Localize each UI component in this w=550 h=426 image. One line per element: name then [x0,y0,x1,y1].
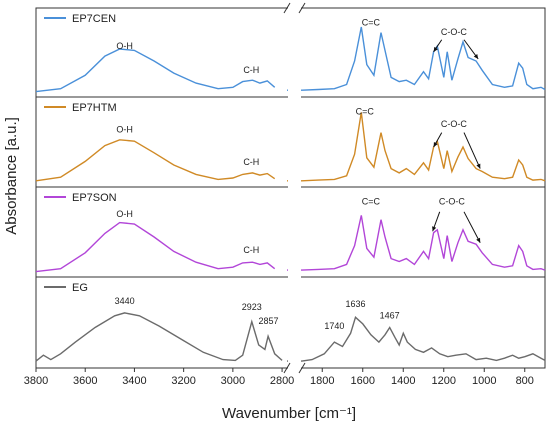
arrow-head [433,142,438,147]
legend-label: EP7SON [72,192,117,204]
peak-label: 2857 [259,316,279,326]
peak-label: C=C [362,18,381,28]
peak-label: C-H [243,65,259,75]
legend-label: EP7HTM [72,102,117,114]
series-line-ep7cen-seg1 [35,48,276,93]
x-tick-label: 2800 [270,375,294,387]
x-tick-label: 3000 [221,375,245,387]
peak-label: 2923 [242,302,262,312]
peak-label: C-H [243,245,259,255]
series-line-eg-seg1 [35,312,283,362]
panel-ep7son: EP7SON O-H C-H C=C C-O-C [35,186,546,278]
arrow-head [476,163,481,169]
x-axis-title: Wavenumber [cm⁻¹] [222,405,356,422]
annotation-arrow [463,132,481,169]
x-tick-label: 1400 [391,375,415,387]
annotation-arrow [463,211,481,243]
x-tick-label: 1600 [351,375,375,387]
series-line-ep7son-seg1 [35,221,276,273]
x-tick-label: 1200 [432,375,456,387]
axis-break-mark [283,2,291,14]
series-line-eg-seg2 [287,316,546,362]
series-line-ep7son-seg2 [287,215,546,271]
series-line-ep7cen-seg2 [287,26,546,91]
series-line-ep7htm-seg1 [35,139,276,182]
axis-break-mark [298,362,306,374]
legend-label: EP7CEN [72,13,116,25]
axis-break-mark [298,2,306,14]
peak-label: 3440 [115,296,135,306]
y-axis-title: Absorbance [a.u.] [3,117,20,235]
peak-label: O-H [116,41,133,51]
arrow-head [473,54,479,59]
x-tick-label: 1000 [472,375,496,387]
peak-label: 1467 [380,311,400,321]
peak-label: C-H [243,157,259,167]
x-tick-label: 3200 [171,375,195,387]
arrow-head [432,226,437,232]
x-tick-label: 800 [516,375,534,387]
arrow-head [476,237,481,243]
arrow-head [433,46,438,52]
axis-break-mark [283,362,291,374]
peak-label: O-H [116,125,133,135]
peak-label: C-O-C [441,119,467,129]
peak-label: C=C [356,107,375,117]
peak-label: 1636 [345,299,365,309]
legend-label: EG [72,282,88,294]
peak-label: 1740 [324,321,344,331]
x-tick-label: 3800 [24,375,48,387]
peak-label: C=C [362,197,381,207]
x-tick-label: 1800 [310,375,334,387]
peak-label: C-O-C [441,27,467,37]
panel-eg: EG 3440 2923 2857 1740 1636 1467 [35,276,546,369]
peak-label: C-O-C [439,197,465,207]
x-axis: 3800 3600 3400 3200 3000 2800 1800 1600 1400 1200… [24,2,534,387]
peak-label: O-H [116,209,133,219]
x-tick-label: 3400 [122,375,146,387]
x-tick-label: 3600 [73,375,97,387]
series-line-ep7htm-seg2 [287,112,546,182]
axis-break-gap [288,6,301,370]
